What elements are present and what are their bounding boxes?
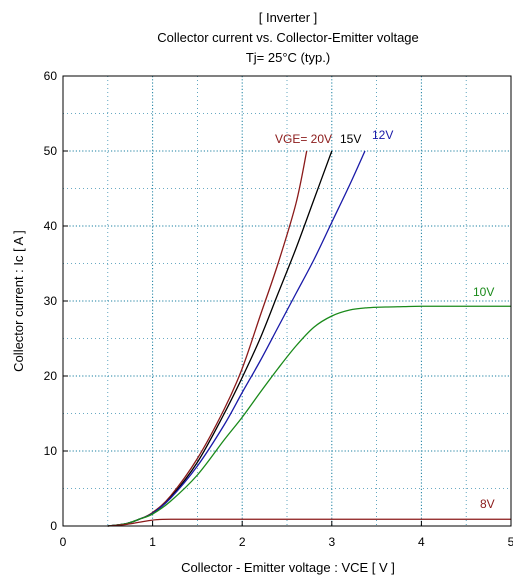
y-tick-label: 40 [44, 219, 58, 233]
chart-title-line-3: Tj= 25°C (typ.) [246, 50, 330, 65]
chart-title-line-2: Collector current vs. Collector-Emitter … [157, 30, 419, 45]
x-tick-label: 5 [508, 535, 513, 549]
series-line-3 [107, 305, 511, 527]
x-tick-label: 3 [328, 535, 335, 549]
grid [63, 76, 511, 526]
y-tick-label: 20 [44, 369, 58, 383]
series-lines [107, 150, 511, 527]
y-tick-label: 60 [44, 69, 58, 83]
y-tick-label: 0 [50, 519, 57, 533]
y-axis-label: Collector current : Ic [ A ] [11, 230, 26, 372]
x-tick-label: 1 [149, 535, 156, 549]
series-label-3: 10V [473, 285, 494, 299]
series-label-4: 8V [480, 497, 495, 511]
x-tick-label: 0 [60, 535, 67, 549]
series-label-1: 15V [340, 132, 361, 146]
y-tick-label: 10 [44, 444, 58, 458]
series-labels: VGE= 20V 15V 12V 10V 8V [275, 128, 495, 511]
x-axis-label: Collector - Emitter voltage : VCE [ V ] [181, 560, 395, 575]
x-tick-label: 2 [239, 535, 246, 549]
series-label-0: VGE= 20V [275, 132, 332, 146]
x-tick-label: 4 [418, 535, 425, 549]
y-tick-label: 50 [44, 144, 58, 158]
series-line-4 [107, 518, 511, 527]
y-tick-label: 30 [44, 294, 58, 308]
series-line-2 [107, 150, 366, 527]
chart-title-line-1: [ Inverter ] [259, 10, 318, 25]
series-label-2: 12V [372, 128, 393, 142]
